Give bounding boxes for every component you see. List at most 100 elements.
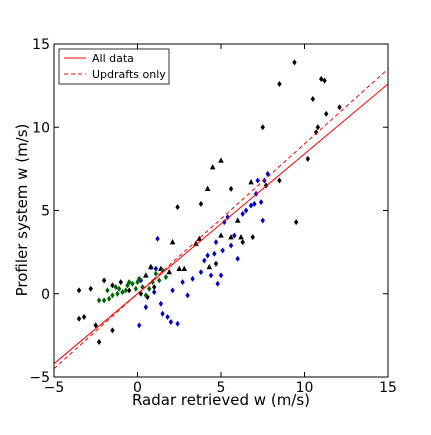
data-point bbox=[148, 263, 154, 270]
data-point bbox=[96, 339, 102, 346]
y-axis-label: Profiler system w (m/s) bbox=[13, 124, 31, 297]
data-point bbox=[160, 310, 165, 317]
data-point bbox=[220, 247, 225, 254]
y-tick-label: −5 bbox=[29, 370, 50, 386]
legend-label-updrafts-only: Updrafts only bbox=[92, 68, 166, 81]
data-point bbox=[240, 239, 245, 246]
data-point bbox=[198, 200, 204, 207]
x-tick-label: 5 bbox=[217, 380, 226, 396]
data-point bbox=[93, 322, 98, 329]
legend: All data Updrafts only bbox=[58, 48, 170, 85]
fit-line-updrafts-only bbox=[54, 68, 388, 370]
legend-label-all-data: All data bbox=[92, 52, 134, 65]
data-point bbox=[170, 287, 175, 294]
y-tick-label: 5 bbox=[41, 204, 50, 220]
data-point bbox=[248, 178, 254, 185]
data-point bbox=[258, 199, 264, 206]
data-point bbox=[153, 270, 159, 277]
data-point bbox=[212, 250, 217, 257]
data-point bbox=[215, 280, 220, 287]
x-axis-label: Radar retrieved w (m/s) bbox=[132, 391, 310, 409]
data-point bbox=[110, 327, 115, 334]
data-point bbox=[110, 292, 115, 299]
data-point bbox=[337, 104, 342, 111]
data-point bbox=[206, 263, 213, 270]
data-point bbox=[248, 202, 254, 209]
data-point bbox=[155, 235, 160, 242]
data-point bbox=[322, 77, 327, 84]
data-point bbox=[198, 269, 204, 276]
data-point bbox=[218, 232, 224, 238]
data-point bbox=[136, 322, 142, 329]
data-point bbox=[81, 314, 87, 321]
x-tick-label: 0 bbox=[133, 380, 142, 396]
data-point bbox=[123, 287, 129, 294]
data-point bbox=[138, 290, 144, 297]
data-point bbox=[101, 297, 107, 304]
data-point bbox=[125, 282, 130, 289]
data-point bbox=[118, 279, 123, 286]
data-point bbox=[292, 59, 297, 66]
data-point bbox=[305, 155, 311, 162]
data-point bbox=[260, 217, 265, 224]
data-point bbox=[238, 233, 244, 240]
data-point bbox=[204, 185, 211, 192]
data-point bbox=[310, 95, 316, 102]
data-point bbox=[143, 272, 149, 278]
data-point bbox=[319, 75, 324, 82]
data-point bbox=[152, 289, 157, 296]
data-point bbox=[208, 272, 214, 279]
data-point bbox=[228, 233, 234, 240]
data-point bbox=[293, 219, 299, 226]
data-point bbox=[193, 240, 199, 246]
data-point bbox=[143, 292, 149, 299]
data-point bbox=[105, 287, 110, 294]
data-point bbox=[228, 242, 234, 249]
data-point bbox=[166, 268, 173, 275]
data-point bbox=[101, 277, 107, 284]
data-point bbox=[133, 285, 139, 292]
data-point bbox=[175, 320, 180, 327]
data-point bbox=[157, 277, 162, 284]
data-point bbox=[180, 279, 185, 286]
data-point bbox=[240, 210, 245, 217]
data-point bbox=[88, 285, 93, 292]
data-point bbox=[150, 279, 155, 286]
data-point bbox=[228, 185, 234, 192]
data-point bbox=[153, 265, 159, 272]
data-point bbox=[163, 274, 169, 281]
data-point bbox=[113, 284, 118, 291]
data-point bbox=[250, 234, 255, 241]
data-point bbox=[196, 235, 203, 242]
x-tick-label: 10 bbox=[296, 380, 314, 396]
data-point bbox=[185, 292, 190, 299]
data-point bbox=[143, 304, 149, 311]
data-point bbox=[110, 282, 115, 289]
data-point bbox=[260, 124, 265, 131]
data-point bbox=[168, 319, 174, 326]
data-point bbox=[165, 314, 170, 321]
y-tick-label: 0 bbox=[41, 287, 50, 303]
data-point bbox=[130, 280, 135, 287]
data-point bbox=[277, 177, 282, 184]
data-point bbox=[175, 204, 180, 211]
data-point bbox=[213, 260, 219, 267]
data-point bbox=[126, 287, 132, 294]
y-tick-label: 15 bbox=[32, 37, 50, 53]
data-point bbox=[120, 289, 125, 296]
legend-box bbox=[58, 48, 170, 85]
data-point bbox=[181, 265, 188, 271]
data-point bbox=[209, 164, 216, 170]
data-point bbox=[202, 257, 207, 264]
x-tick-label: 15 bbox=[379, 380, 397, 396]
data-point bbox=[277, 80, 282, 87]
data-point bbox=[76, 315, 82, 322]
plot-background bbox=[54, 44, 388, 377]
data-point bbox=[135, 279, 140, 286]
data-point bbox=[169, 238, 176, 245]
data-point bbox=[255, 177, 260, 184]
data-point bbox=[76, 287, 82, 294]
data-point bbox=[115, 290, 120, 297]
